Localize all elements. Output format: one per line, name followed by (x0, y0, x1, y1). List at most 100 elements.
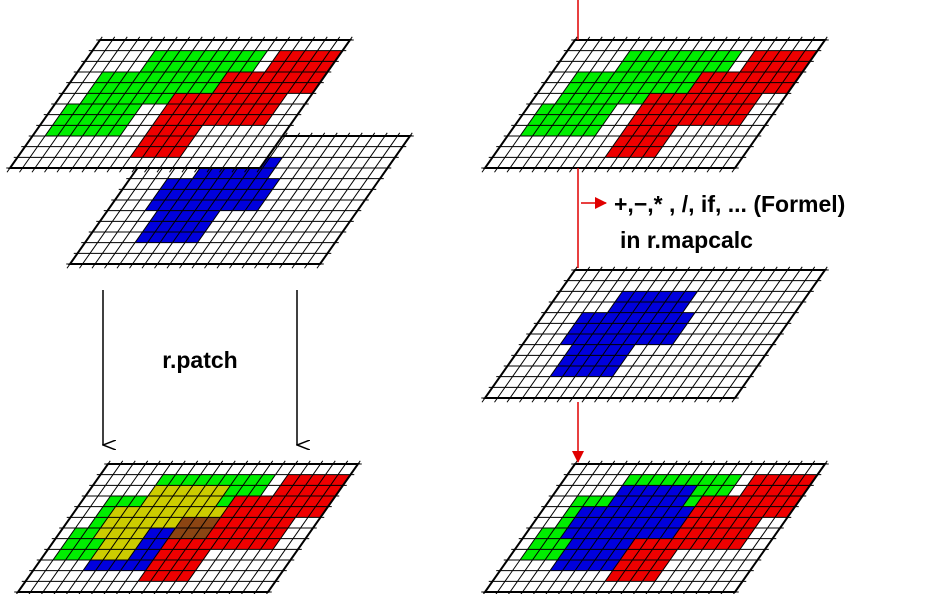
cell (602, 538, 623, 550)
cell (275, 517, 296, 528)
cell (240, 496, 261, 507)
cell (65, 549, 86, 560)
cell (157, 72, 178, 83)
cell (627, 291, 648, 302)
cell (657, 549, 678, 560)
cell (210, 104, 230, 115)
cell (785, 474, 805, 486)
cell (210, 485, 231, 496)
cell (665, 114, 685, 126)
cell (680, 93, 700, 104)
cell (587, 82, 608, 94)
cell (150, 517, 171, 528)
cell (167, 93, 188, 104)
cell (737, 82, 758, 94)
cell (580, 93, 600, 104)
cell (675, 506, 695, 518)
cell (632, 549, 653, 560)
cell (143, 528, 163, 539)
cell (230, 168, 250, 179)
cell (145, 506, 166, 518)
cell (92, 93, 113, 104)
cell (280, 474, 301, 486)
cell (250, 517, 271, 528)
cell (580, 517, 600, 528)
cell (330, 474, 351, 486)
cell (173, 538, 193, 550)
cell (602, 344, 623, 356)
cell (107, 72, 128, 83)
cell (105, 528, 126, 539)
cell (752, 61, 773, 72)
cell (68, 528, 88, 539)
cell (640, 538, 660, 550)
cell (665, 538, 685, 550)
cell (585, 104, 605, 115)
cell (580, 323, 600, 334)
cell (82, 125, 103, 136)
cell (585, 528, 605, 539)
cell (238, 517, 258, 528)
cell (130, 146, 150, 158)
cell (135, 538, 156, 550)
cell (295, 506, 316, 518)
cell (552, 114, 573, 126)
cell (552, 538, 573, 550)
cell (103, 496, 123, 507)
cell (567, 93, 588, 104)
cell (747, 474, 768, 486)
cell (617, 517, 638, 528)
cell (297, 50, 318, 62)
cell (210, 50, 230, 62)
cell (77, 114, 98, 126)
cell (720, 72, 740, 83)
cell (212, 82, 233, 94)
cell (697, 474, 718, 486)
cell (248, 485, 268, 496)
cell (547, 104, 568, 115)
cell (567, 323, 588, 334)
cell (577, 344, 598, 356)
cell (550, 366, 570, 377)
cell (172, 232, 193, 243)
cell (645, 72, 665, 83)
cell (182, 72, 203, 83)
cell (782, 72, 803, 83)
cell (637, 506, 658, 518)
cell (605, 146, 625, 158)
cell (302, 61, 323, 72)
cell (675, 82, 695, 94)
cell (88, 517, 108, 528)
cell (710, 474, 730, 486)
cell (637, 136, 658, 147)
cell (742, 517, 763, 528)
cell (205, 528, 226, 539)
cell (735, 528, 755, 539)
cell (657, 302, 678, 313)
cell (690, 538, 710, 550)
cell (642, 323, 663, 334)
cell (172, 50, 193, 62)
cell (185, 104, 205, 115)
cell (165, 496, 186, 507)
cell (298, 485, 318, 496)
cell (310, 485, 331, 496)
cell (155, 528, 176, 539)
cell (230, 474, 251, 486)
cell (562, 366, 583, 377)
cell (187, 210, 208, 222)
cell (247, 104, 268, 115)
cell (105, 93, 125, 104)
cell (645, 302, 665, 313)
cell (572, 104, 593, 115)
cell (600, 82, 620, 94)
cell (152, 189, 173, 200)
cell (630, 93, 650, 104)
cell (65, 114, 85, 126)
cell (245, 72, 265, 83)
cell (260, 104, 280, 115)
cell (735, 104, 755, 115)
cell (185, 485, 206, 496)
cell (672, 474, 693, 486)
cell (167, 221, 188, 232)
